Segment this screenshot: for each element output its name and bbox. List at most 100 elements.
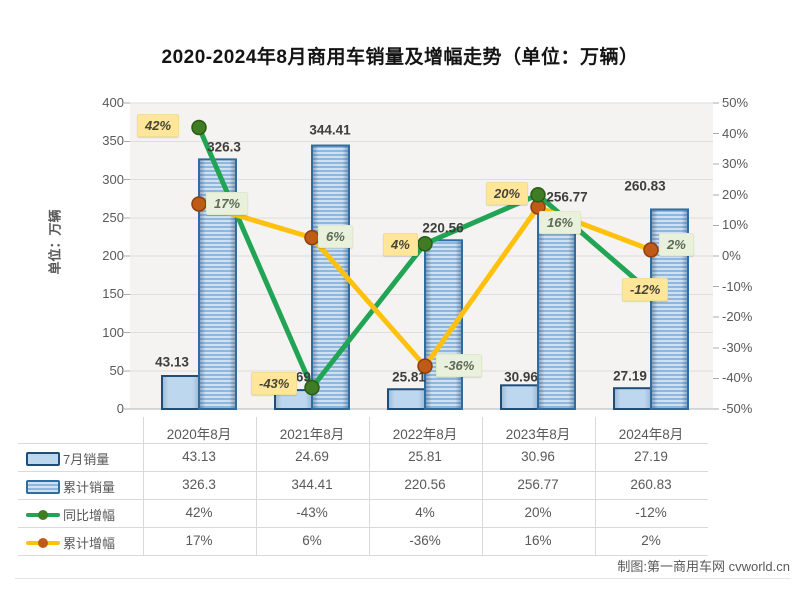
bar-cumulative [311,144,350,411]
legend-key: 同比增幅 [26,505,115,524]
table-cell: 27.19 [634,449,668,464]
table-column-divider [368,417,370,555]
y-axis-tick: 0 [116,401,124,416]
bar-value-label: 25.81 [392,369,426,385]
legend-key-label: 7月销量 [63,452,110,467]
marker-cumulative [191,196,207,212]
table-cell: -36% [409,533,441,548]
yoy-growth-label: -12% [622,278,669,301]
table-cell: 344.41 [291,477,333,492]
table-cell: -43% [296,505,328,520]
legend-key: 累计增幅 [26,533,115,552]
y-axis-tick: 150 [102,286,124,302]
bar-monthly [161,375,200,411]
table-column-divider [255,417,257,555]
marker-yoy [191,119,207,136]
table-row-divider [18,499,708,500]
y2-axis-tick: -20% [722,309,753,325]
table-row-divider [18,471,708,472]
table-cell: 43.13 [182,449,216,464]
table-cell: 25.81 [408,449,442,464]
marker-yoy [530,187,546,203]
table-cell: 260.83 [630,477,672,492]
legend-key-label: 同比增幅 [63,508,116,523]
bar-value-label: 260.83 [624,178,666,194]
table-row-divider [18,527,708,528]
x-axis-category: 2022年8月 [392,427,458,442]
table-column-divider [142,417,144,555]
y2-axis-tick: -30% [722,339,753,355]
bar-value-label: 27.19 [613,368,647,384]
chart-title: 2020-2024年8月商用车销量及增幅走势（单位：万辆） [161,47,639,68]
bar-value-label: 43.13 [155,354,189,370]
y-axis-tick: 250 [102,209,124,225]
y2-axis-tick: 20% [722,186,749,202]
y-axis-tick: 300 [102,171,124,187]
bar-value-label: 326.3 [207,139,241,155]
marker-cumulative [304,229,320,246]
table-row-divider [18,555,708,556]
bar-value-label: 220.56 [422,220,464,236]
striped-bar-swatch-icon [26,479,60,494]
yellow-line-swatch-icon [26,537,60,548]
marker-cumulative [643,242,659,258]
y-axis-tick: 400 [102,95,124,110]
marker-yoy [304,379,320,396]
y-axis-tick: 200 [102,248,124,263]
table-column-divider [594,417,596,555]
bar-value-label: 344.41 [309,122,351,138]
legend-key: 累计销量 [26,477,115,496]
y-axis-tick: 50 [109,362,124,378]
y2-axis-tick: 10% [722,217,749,233]
y2-axis-tick: 50% [722,95,749,110]
bar-value-label: 30.96 [504,369,538,385]
table-cell: 17% [185,533,213,548]
credit-text: 制图:第一商用车网 cvworld.cn [617,559,790,574]
table-cell: 326.3 [182,477,216,492]
yoy-growth-label: 4% [383,233,418,256]
table-cell: 20% [524,505,552,520]
y2-axis-tick: -40% [722,370,753,386]
yoy-growth-label: 20% [486,182,529,205]
marker-yoy [417,236,433,252]
table-row-divider [18,443,708,444]
green-line-swatch-icon [26,509,60,520]
x-axis-category: 2021年8月 [279,427,345,442]
table-cell: 30.96 [521,449,555,464]
legend-key-label: 累计销量 [63,480,116,495]
bar-monthly [500,384,539,411]
legend-key-label: 累计增幅 [63,536,116,551]
bar-swatch-icon [26,451,60,466]
table-cell: 42% [185,505,213,520]
x-axis-category: 2020年8月 [166,427,232,442]
cumulative-growth-label: 2% [659,233,694,256]
table-column-divider [481,417,483,555]
legend-key: 7月销量 [26,449,109,468]
y2-axis-tick: 30% [722,156,749,172]
table-cell: 6% [302,533,322,548]
y2-axis-tick: 0% [722,248,741,263]
table-cell: 2% [641,533,661,548]
cumulative-growth-label: 16% [539,211,582,234]
table-cell: 256.77 [517,477,559,492]
table-cell: 220.56 [404,477,446,492]
bar-value-label: 256.77 [546,189,588,205]
bar-monthly [613,387,652,410]
yoy-growth-label: 42% [137,114,180,137]
y-axis-tick: 350 [102,133,124,149]
bottom-divider [15,578,790,579]
y2-axis-tick: -50% [722,401,753,416]
table-cell: -12% [635,505,667,520]
bar-cumulative [537,211,576,410]
table-cell: 4% [415,505,435,520]
x-axis-category: 2024年8月 [618,427,684,442]
table-cell: 16% [524,533,552,548]
bar-monthly [387,388,426,410]
y2-axis-tick: 40% [722,125,749,141]
cumulative-growth-label: 6% [318,225,353,248]
x-axis-category: 2023年8月 [505,427,571,442]
marker-cumulative [417,358,433,374]
y-axis-tick: 100 [102,324,124,340]
y2-axis-tick: -10% [722,278,753,294]
